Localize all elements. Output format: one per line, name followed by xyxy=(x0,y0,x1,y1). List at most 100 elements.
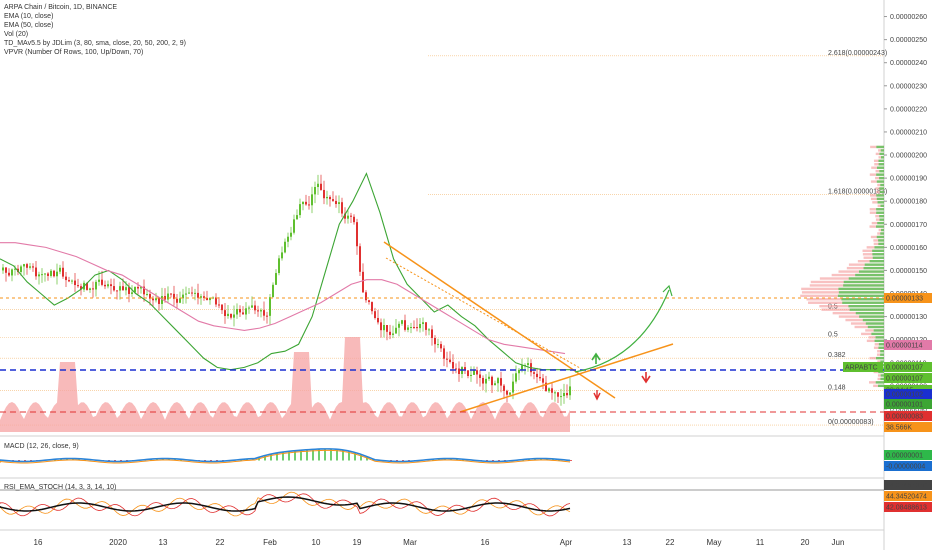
vpvr-bar-up xyxy=(880,184,884,186)
candle-body xyxy=(26,264,28,268)
rsi-value-text: 42.08488613 xyxy=(886,505,927,512)
price-label-text: 0.00000114 xyxy=(886,343,923,350)
vpvr-bar-up xyxy=(856,312,884,314)
candle-body xyxy=(374,311,376,318)
vpvr-bar-up xyxy=(876,381,884,383)
x-tick-label: 22 xyxy=(216,538,225,547)
vpvr-bar-up xyxy=(839,291,884,293)
vpvr-bar-up xyxy=(874,329,884,331)
x-tick-label: Feb xyxy=(263,538,277,547)
candle-body xyxy=(431,329,433,338)
vpvr-bar-up xyxy=(879,187,884,189)
vpvr-bar-up xyxy=(876,173,884,175)
vpvr-bar-up xyxy=(878,385,884,387)
candle-body xyxy=(311,194,313,205)
candle-body xyxy=(503,386,505,391)
candle-body xyxy=(398,324,400,328)
candle-body xyxy=(50,271,52,276)
candle-body xyxy=(527,363,529,365)
candle-body xyxy=(308,204,310,205)
vpvr-bar-up xyxy=(876,194,884,196)
candle-body xyxy=(236,309,238,314)
candle-body xyxy=(428,329,430,330)
candle-body xyxy=(332,199,334,201)
price-label-text: 0.00000107 xyxy=(886,376,923,383)
candle-body xyxy=(290,233,292,237)
vpvr-bar-up xyxy=(881,156,884,158)
vpvr-bar-up xyxy=(844,281,884,283)
candle-body xyxy=(260,310,262,311)
candle-body xyxy=(35,268,37,277)
candle-body xyxy=(74,281,76,285)
candle-body xyxy=(329,197,331,199)
candle-body xyxy=(107,284,109,286)
candle-body xyxy=(317,184,319,187)
vpvr-bar-up xyxy=(877,167,884,169)
candle-body xyxy=(92,288,94,289)
candle-body xyxy=(338,202,340,204)
legend-vol: Vol (20) xyxy=(4,30,186,39)
candle-body xyxy=(146,294,148,295)
candle-body xyxy=(197,293,199,298)
macd-histogram-bar xyxy=(570,460,572,461)
candle-body xyxy=(8,273,10,276)
price-label-text: 0.00000107 xyxy=(886,365,923,372)
candle-body xyxy=(113,286,115,290)
candle-body xyxy=(158,298,160,304)
legend-ema10: EMA (10, close) xyxy=(4,12,186,21)
candle-body xyxy=(434,338,436,344)
y-tick-label: 0.00000200 xyxy=(890,153,927,160)
candle-body xyxy=(269,297,271,316)
price-label-text: 0.00000133 xyxy=(886,296,923,303)
candle-body xyxy=(383,325,385,330)
vpvr-bar-up xyxy=(870,260,884,262)
candle-body xyxy=(356,222,358,246)
vpvr-bar-up xyxy=(863,319,884,321)
rsi-legend: RSI_EMA_STOCH (14, 3, 3, 14, 10) xyxy=(4,483,116,492)
price-label-text: 0.00000083 xyxy=(886,414,923,421)
x-tick-label: 16 xyxy=(481,538,490,547)
candle-body xyxy=(248,308,250,309)
candle-body xyxy=(557,392,559,396)
candle-body xyxy=(101,280,103,285)
candle-body xyxy=(395,328,397,334)
fib-level-label: 0.5 xyxy=(828,331,838,338)
vpvr-bar-up xyxy=(876,336,884,338)
candle-body xyxy=(110,284,112,286)
vpvr-bar-up xyxy=(877,236,884,238)
candle-body xyxy=(440,344,442,348)
candle-body xyxy=(68,280,70,281)
fib-level-label: 0.148 xyxy=(828,384,846,391)
y-tick-label: 0.00000170 xyxy=(890,222,927,229)
vpvr-bar-up xyxy=(876,146,884,148)
candle-body xyxy=(11,269,13,275)
legend-vpvr: VPVR (Number Of Rows, 100, Up/Down, 70) xyxy=(4,48,186,57)
rsi-value-text: 44.34520474 xyxy=(886,494,927,501)
legend-title: ARPA Chain / Bitcoin, 1D, BINANCE xyxy=(4,3,186,12)
x-tick-label: 11 xyxy=(756,538,765,547)
vpvr-bar-up xyxy=(878,347,884,349)
candle-body xyxy=(122,286,124,290)
x-tick-label: 19 xyxy=(353,538,362,547)
candle-body xyxy=(560,396,562,397)
x-tick-label: May xyxy=(706,538,721,547)
y-tick-label: 0.00000240 xyxy=(890,60,927,67)
vpvr-bar-up xyxy=(859,315,884,317)
candle-body xyxy=(569,386,571,395)
x-tick-label: Apr xyxy=(560,538,573,547)
vpvr-bar-up xyxy=(878,201,884,203)
candle-body xyxy=(38,274,40,276)
candle-body xyxy=(371,302,373,311)
candle-body xyxy=(104,285,106,286)
candle-body xyxy=(185,294,187,295)
candle-body xyxy=(347,216,349,219)
candle-body xyxy=(98,280,100,282)
candle-body xyxy=(488,377,490,379)
candle-body xyxy=(473,370,475,375)
candle-body xyxy=(554,392,556,393)
vpvr-bar-up xyxy=(874,246,884,248)
candle-body xyxy=(23,264,25,266)
y-tick-label: 0.00000250 xyxy=(890,37,927,44)
vpvr-bar-up xyxy=(838,288,884,290)
